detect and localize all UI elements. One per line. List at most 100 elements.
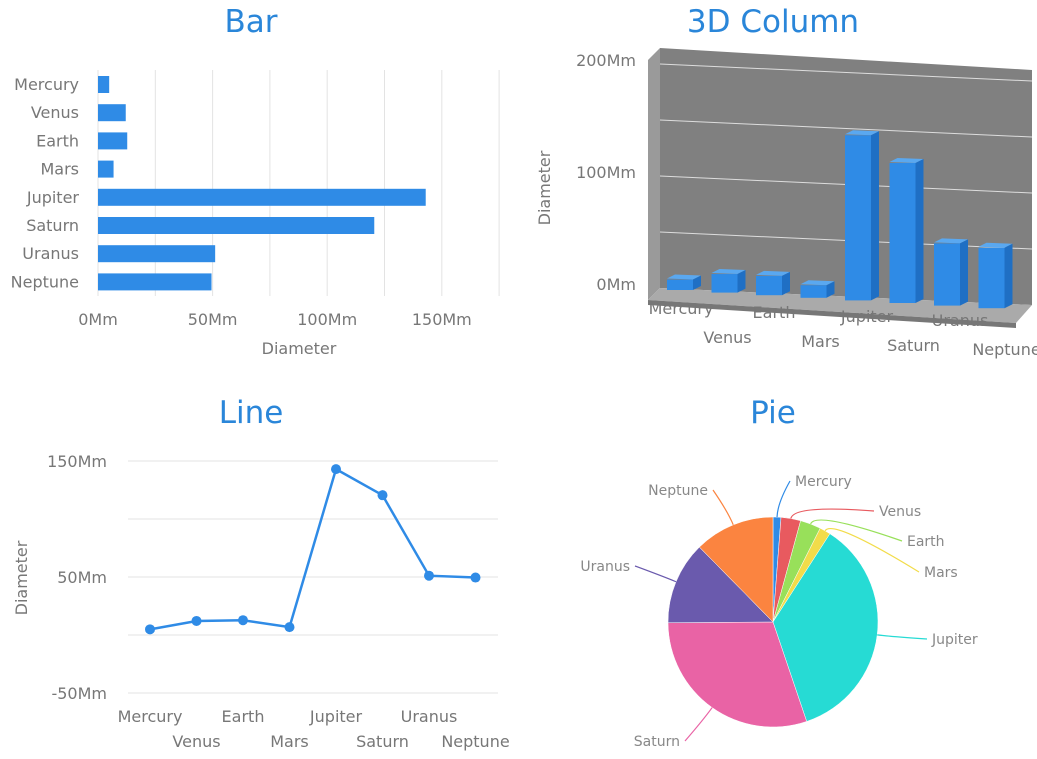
3d-column-uranus	[934, 243, 960, 306]
bar-chart-title: Bar	[224, 4, 277, 40]
3d-column-side	[915, 158, 924, 303]
bar-x-tick: 50Mm	[188, 310, 238, 329]
3d-column-top	[934, 238, 968, 244]
pie-leader-line	[810, 519, 903, 542]
line-x-tick: Saturn	[356, 732, 409, 751]
3d-y-label: Diameter	[535, 150, 554, 225]
pie-leader-line	[712, 489, 734, 526]
line-point-saturn	[377, 490, 388, 501]
line-x-tick: Neptune	[441, 732, 509, 751]
bar-y-tick: Uranus	[22, 244, 79, 263]
bar-x-tick: 0Mm	[78, 310, 118, 329]
3d-y-tick: 100Mm	[576, 163, 636, 182]
line-point-earth	[238, 615, 248, 626]
line-x-tick: Mercury	[118, 707, 183, 726]
line-x-tick: Earth	[222, 707, 265, 726]
3d-side-wall	[648, 48, 660, 300]
pie-leader-line	[776, 480, 791, 518]
3d-column-mars	[800, 285, 827, 298]
3d-column-jupiter	[845, 135, 871, 301]
3d-floor	[648, 288, 1032, 323]
pie-slice-uranus	[667, 546, 774, 624]
line-y-tick: 50Mm	[57, 568, 107, 587]
pie-label: Jupiter	[931, 632, 978, 648]
pie-label: Saturn	[634, 734, 680, 750]
bar-y-tick: Neptune	[11, 272, 79, 291]
3d-floor-edge	[648, 300, 1016, 328]
pie-chart-title: Pie	[750, 395, 796, 431]
3d-column-top	[800, 280, 835, 286]
3d-x-tick: Venus	[703, 328, 751, 347]
3d-x-tick: Neptune	[972, 340, 1037, 359]
pie-leader-line	[684, 707, 713, 742]
3d-x-tick: Uranus	[932, 311, 989, 330]
bar-venus	[98, 104, 126, 122]
bar-y-tick: Mars	[40, 160, 79, 179]
line-point-mars	[284, 622, 295, 633]
bar-saturn	[98, 217, 375, 234]
pie-leader-line	[824, 528, 920, 573]
pie-label: Neptune	[648, 483, 708, 499]
3d-x-tick: Jupiter	[840, 307, 894, 326]
bar-earth	[98, 132, 128, 150]
line-point-venus	[191, 615, 202, 626]
3d-y-tick: 200Mm	[576, 51, 636, 70]
bar-y-tick: Earth	[36, 131, 79, 150]
bar-jupiter	[98, 188, 426, 206]
3d-x-tick: Mercury	[649, 299, 714, 318]
3d-x-tick: Saturn	[887, 336, 940, 355]
bar-x-label: Diameter	[262, 339, 337, 358]
3d-column-neptune	[978, 247, 1005, 309]
line-chart-title: Line	[219, 395, 284, 431]
pie-label: Venus	[879, 504, 921, 520]
line-y-tick: -50Mm	[51, 684, 107, 703]
line-x-tick: Uranus	[401, 707, 458, 726]
3d-column-saturn	[889, 162, 916, 303]
bar-x-tick: 100Mm	[297, 310, 357, 329]
pie-leader-line	[790, 508, 875, 519]
pie-label: Mercury	[795, 474, 852, 490]
3d-column-side	[782, 271, 790, 296]
line-x-tick: Mars	[270, 732, 309, 751]
3d-column-side	[826, 281, 835, 298]
line-point-uranus	[424, 570, 434, 581]
bar-y-tick: Venus	[31, 103, 79, 122]
pie-label: Uranus	[580, 559, 630, 575]
line-series	[149, 467, 476, 631]
bar-y-tick: Jupiter	[26, 188, 80, 207]
pie-label: Earth	[907, 534, 945, 550]
3d-column-top	[889, 157, 924, 163]
bar-neptune	[98, 273, 212, 291]
3d-gridline	[659, 119, 1033, 138]
3d-column-top	[845, 130, 879, 136]
3d-column-side	[871, 131, 879, 301]
3d-column-title: 3D Column	[687, 4, 859, 40]
line-x-tick: Venus	[172, 732, 220, 751]
3d-column-earth	[756, 275, 782, 296]
bar-y-tick: Mercury	[14, 75, 79, 94]
line-point-mercury	[145, 624, 155, 635]
pie-leader-line	[634, 565, 677, 583]
3d-column-top	[978, 242, 1013, 248]
3d-column-mercury	[667, 279, 693, 290]
3d-column-venus	[711, 274, 738, 293]
line-y-label: Diameter	[12, 540, 31, 615]
3d-x-tick: Earth	[753, 303, 796, 322]
3d-column-side	[693, 275, 701, 290]
3d-column-top	[756, 270, 790, 276]
bar-mercury	[98, 76, 110, 93]
bar-y-tick: Saturn	[26, 216, 79, 235]
3d-x-tick: Mars	[801, 332, 840, 351]
pie-slice-neptune	[699, 516, 774, 623]
pie-label: Mars	[924, 565, 958, 581]
bar-uranus	[98, 245, 216, 263]
line-point-neptune	[470, 572, 481, 583]
pie-leader-line	[877, 634, 928, 640]
bar-mars	[98, 160, 114, 178]
3d-column-side	[960, 239, 968, 306]
3d-column-side	[1004, 243, 1013, 309]
line-y-tick: 150Mm	[47, 452, 107, 471]
3d-column-top	[711, 269, 746, 275]
bar-x-tick: 150Mm	[412, 310, 472, 329]
